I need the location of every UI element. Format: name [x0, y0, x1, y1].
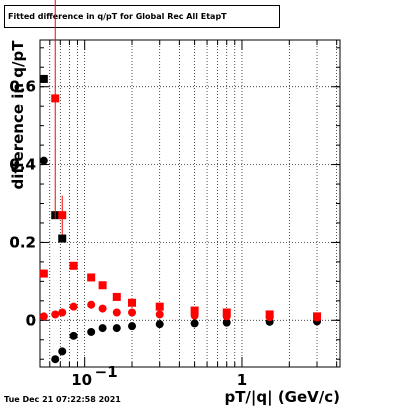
data-point-circle — [155, 310, 164, 319]
data-point-circle — [265, 313, 274, 322]
chart-title: Fitted difference in q/pT for Global Rec… — [4, 5, 280, 28]
y-tick-label: 0 — [26, 311, 36, 329]
x-tick-label: 1 — [237, 371, 247, 389]
data-point-circle — [155, 320, 164, 329]
y-tick-label: 0.4 — [9, 156, 36, 174]
data-point-square — [112, 292, 121, 301]
data-point-circle — [190, 311, 199, 320]
y-axis-label: difference in q/pT — [9, 40, 27, 190]
data-point-square — [51, 94, 60, 103]
data-point-square — [87, 273, 96, 282]
data-point-square — [58, 234, 67, 243]
data-point-square — [190, 306, 199, 315]
data-point-square — [69, 261, 78, 270]
data-point-circle — [51, 310, 60, 319]
y-tick-label: 0.4 — [9, 156, 36, 174]
data-point-square — [128, 298, 137, 307]
plot-frame — [39, 39, 341, 368]
data-point-circle — [98, 324, 107, 333]
data-point-circle — [112, 324, 121, 333]
data-point-square — [155, 302, 164, 311]
y-tick-label: 0.6 — [9, 78, 36, 96]
data-point-circle — [69, 331, 78, 340]
data-point-circle — [313, 313, 322, 322]
data-point-circle — [69, 302, 78, 311]
y-tick-label: 0.6 — [9, 78, 36, 96]
y-tick-label: 0.2 — [9, 233, 36, 251]
data-point-circle — [39, 156, 48, 165]
data-point-square — [39, 269, 48, 278]
x-tick-label-exponent: −1 — [95, 363, 118, 381]
data-point-square — [58, 211, 67, 220]
timestamp: Tue Dec 21 07:22:58 2021 — [4, 395, 121, 404]
grid — [40, 40, 340, 367]
x-tick-label: 10 — [71, 371, 92, 389]
data-point-circle — [87, 327, 96, 336]
data-point-circle — [128, 308, 137, 317]
x-axis-label: pT/|q| (GeV/c) — [224, 388, 340, 406]
data-point-circle — [87, 300, 96, 309]
data-point-circle — [128, 322, 137, 331]
data-point-square — [98, 281, 107, 290]
data-point-circle — [39, 312, 48, 321]
y-tick-label: 0 — [26, 311, 36, 329]
data-point-circle — [222, 318, 231, 327]
data-point-circle — [51, 355, 60, 364]
data-point-circle — [190, 319, 199, 328]
data-point-circle — [58, 308, 67, 317]
data-point-circle — [112, 308, 121, 317]
data-point-circle — [58, 347, 67, 356]
data-point-circle — [222, 312, 231, 321]
data-point-circle — [98, 304, 107, 313]
data-point-square — [39, 74, 48, 83]
markers — [39, 0, 322, 364]
y-tick-label: 0.2 — [9, 233, 36, 251]
